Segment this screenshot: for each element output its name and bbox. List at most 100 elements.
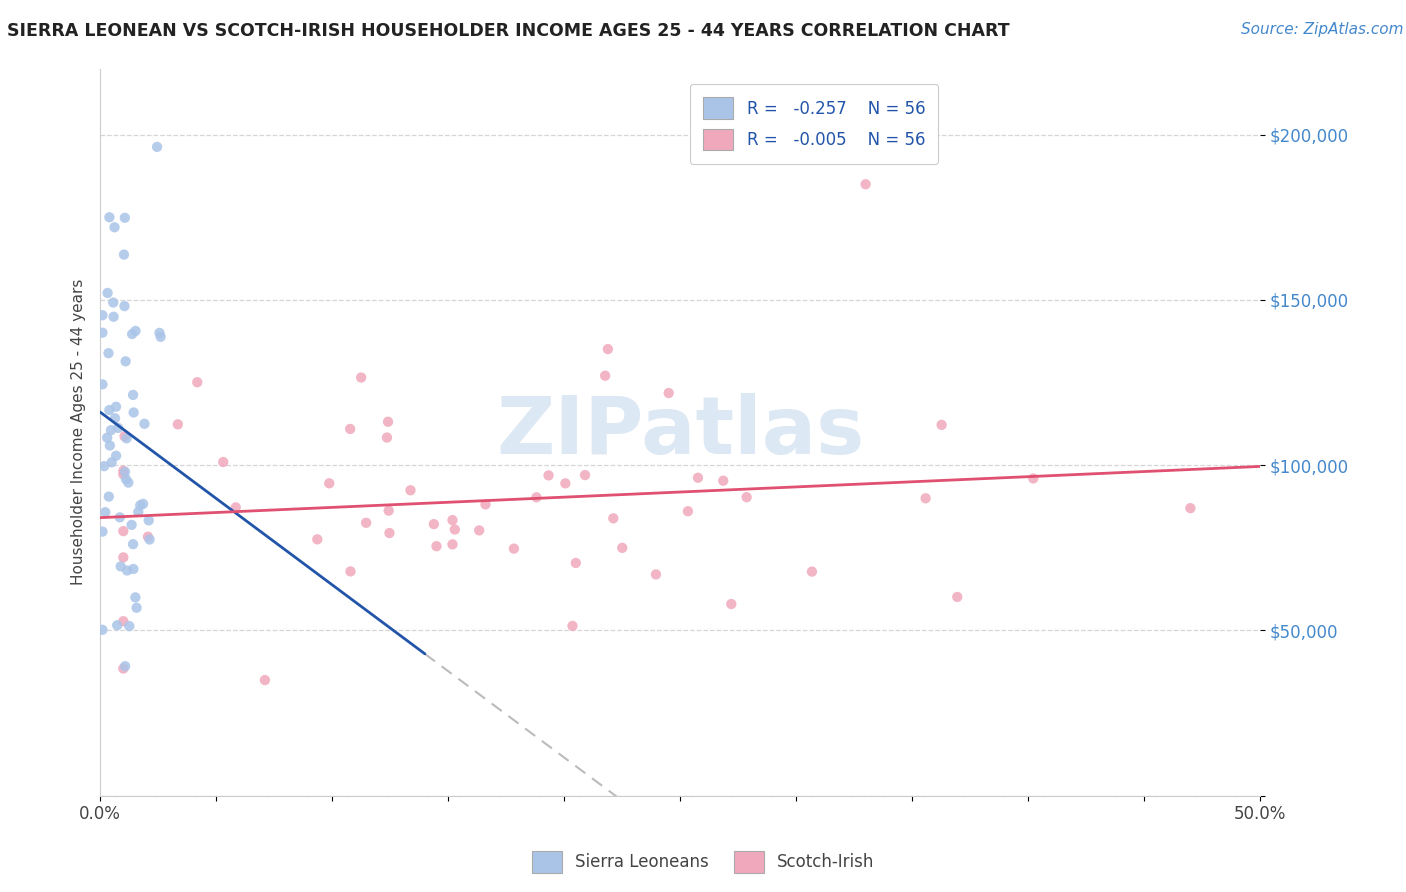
Point xyxy=(474,497,496,511)
Point xyxy=(114,465,136,479)
Point xyxy=(127,505,149,519)
Point xyxy=(129,498,152,512)
Point xyxy=(166,417,188,432)
Text: Source: ZipAtlas.com: Source: ZipAtlas.com xyxy=(1240,22,1403,37)
Point xyxy=(318,476,340,491)
Point xyxy=(108,510,131,524)
Point xyxy=(339,565,361,579)
Point xyxy=(574,468,596,483)
Point xyxy=(339,422,361,436)
Point xyxy=(115,564,138,578)
Point xyxy=(1022,471,1045,485)
Point xyxy=(112,464,135,478)
Point xyxy=(602,511,624,525)
Point xyxy=(105,400,128,414)
Point xyxy=(91,623,114,637)
Point xyxy=(112,614,135,628)
Point xyxy=(112,467,135,482)
Point xyxy=(122,388,145,402)
Point xyxy=(114,211,136,225)
Point xyxy=(711,474,734,488)
Point xyxy=(94,505,117,519)
Point xyxy=(186,376,208,390)
Point xyxy=(100,423,122,437)
Text: SIERRA LEONEAN VS SCOTCH-IRISH HOUSEHOLDER INCOME AGES 25 - 44 YEARS CORRELATION: SIERRA LEONEAN VS SCOTCH-IRISH HOUSEHOLD… xyxy=(7,22,1010,40)
Point xyxy=(98,403,121,417)
Point xyxy=(97,490,120,504)
Point xyxy=(118,619,141,633)
Point xyxy=(399,483,422,498)
Point xyxy=(115,472,138,486)
Point xyxy=(105,618,128,632)
Y-axis label: Householder Income Ages 25 - 44 years: Householder Income Ages 25 - 44 years xyxy=(72,279,86,585)
Point xyxy=(91,524,114,539)
Point xyxy=(115,431,138,445)
Point xyxy=(676,504,699,518)
Point xyxy=(104,411,127,425)
Point xyxy=(377,503,399,517)
Point xyxy=(686,471,709,485)
Point xyxy=(107,421,129,435)
Point xyxy=(354,516,377,530)
Point xyxy=(350,370,373,384)
Point xyxy=(122,562,145,576)
Point xyxy=(441,537,464,551)
Point xyxy=(114,299,136,313)
Point xyxy=(121,326,143,341)
Point xyxy=(800,565,823,579)
Point xyxy=(96,45,118,59)
Point xyxy=(138,533,160,547)
Point xyxy=(537,468,560,483)
Point xyxy=(97,346,120,360)
Point xyxy=(112,247,135,261)
Point xyxy=(125,600,148,615)
Point xyxy=(612,541,634,555)
Point xyxy=(253,673,276,687)
Point xyxy=(561,619,583,633)
Point xyxy=(98,438,121,452)
Point xyxy=(112,524,135,538)
Point xyxy=(110,559,132,574)
Point xyxy=(103,220,125,235)
Point xyxy=(307,533,329,547)
Point xyxy=(122,405,145,419)
Point xyxy=(212,455,235,469)
Point xyxy=(112,661,135,675)
Point xyxy=(443,523,465,537)
Point xyxy=(378,526,401,541)
Point xyxy=(100,455,122,469)
Point xyxy=(375,430,398,444)
Point xyxy=(855,178,877,192)
Point xyxy=(103,310,125,324)
Point xyxy=(377,415,399,429)
Text: ZIPatlas: ZIPatlas xyxy=(496,393,865,471)
Point xyxy=(91,377,114,392)
Point xyxy=(103,295,125,310)
Point xyxy=(96,431,118,445)
Point xyxy=(503,541,526,556)
Point xyxy=(735,490,758,504)
Point xyxy=(946,590,969,604)
Point xyxy=(114,429,136,443)
Point xyxy=(114,354,136,368)
Point xyxy=(97,285,120,300)
Legend: Sierra Leoneans, Scotch-Irish: Sierra Leoneans, Scotch-Irish xyxy=(524,845,882,880)
Legend: R =   -0.257    N = 56, R =   -0.005    N = 56: R = -0.257 N = 56, R = -0.005 N = 56 xyxy=(690,84,938,163)
Point xyxy=(149,330,172,344)
Point xyxy=(117,475,139,490)
Point xyxy=(91,326,114,340)
Point xyxy=(121,517,143,532)
Point xyxy=(423,517,446,532)
Point xyxy=(136,530,159,544)
Point xyxy=(146,140,169,154)
Point xyxy=(593,368,616,383)
Point xyxy=(720,597,742,611)
Point xyxy=(134,417,156,431)
Point xyxy=(1180,501,1202,516)
Point xyxy=(138,513,160,527)
Point xyxy=(425,539,447,553)
Point xyxy=(468,524,491,538)
Point xyxy=(124,324,146,338)
Point xyxy=(658,386,681,401)
Point xyxy=(98,211,121,225)
